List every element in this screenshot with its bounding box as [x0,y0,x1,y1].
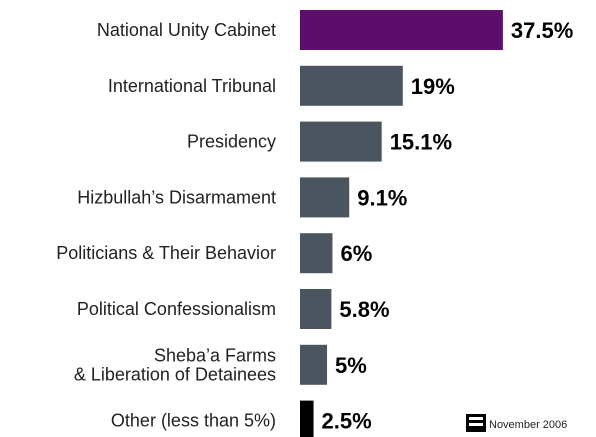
category-label: Presidency [187,132,276,152]
bar [300,177,350,218]
value-label: 19% [411,74,455,99]
bar [300,289,332,329]
category-label: International Tribunal [108,76,276,96]
value-label: 2.5% [322,409,372,434]
value-label: 5.8% [339,297,389,322]
value-label: 15.1% [390,130,452,155]
category-label: Politicians & Their Behavior [56,243,276,263]
bar [300,10,503,50]
category-label: Political Confessionalism [77,299,276,319]
category-label: Sheba’a Farms & Liberation of Detainees [74,345,276,384]
logo [466,414,486,432]
value-label: 6% [340,241,372,266]
bar [300,121,382,162]
value-label: 5% [335,353,367,378]
bar [300,344,328,385]
bar [300,400,314,437]
note: November 2006 [489,419,567,431]
bar [300,233,333,274]
category-label: Other (less than 5%) [111,411,276,431]
bar [300,65,403,106]
category-label: Hizbullah’s Disarmament [77,187,276,207]
value-label: 37.5% [511,18,573,43]
value-label: 9.1% [357,185,407,210]
category-label: National Unity Cabinet [97,20,276,40]
